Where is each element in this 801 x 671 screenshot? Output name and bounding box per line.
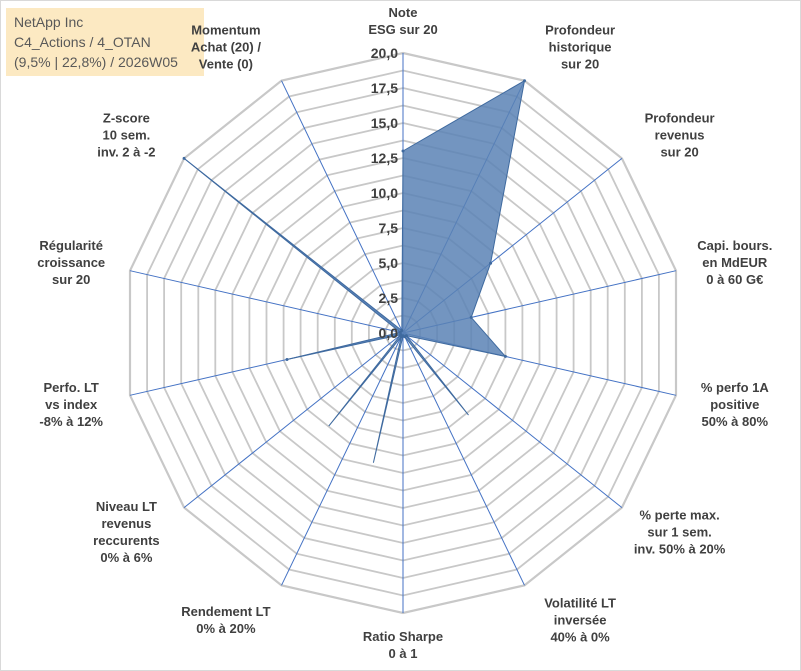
tick-label: 5,0 [379, 255, 399, 271]
axis-label-line: sur 1 sem. [647, 524, 711, 539]
tick-label: 2,5 [379, 290, 399, 306]
axis-label-line: Niveau LT [96, 499, 157, 514]
axis-label: Perfo. LT vs index -8% à 12% [39, 380, 103, 429]
tick-label: 17,5 [371, 80, 398, 96]
axis-label-line: % perte max. [639, 507, 719, 522]
tick-label: 7,5 [379, 220, 399, 236]
axis-label: Niveau LT revenus reccurents 0% à 6% [93, 499, 159, 565]
axis-label-line: Capi. bours. [697, 238, 772, 253]
tick-label: 10,0 [371, 185, 398, 201]
axis-label-line: 0 à 60 G€ [706, 272, 763, 287]
axis-label-line: positive [710, 397, 759, 412]
title-portfolio: C4_Actions / 4_OTAN [14, 34, 151, 50]
axis-label-line: % perfo 1A [701, 380, 770, 395]
axis-label-line: revenus [101, 516, 151, 531]
axis-label: Profondeur revenus sur 20 [645, 111, 715, 160]
axis-label-line: Note [389, 5, 418, 20]
axis-spoke [281, 80, 404, 334]
axis-spoke [402, 332, 623, 508]
axis-label-line: Volatilité LT [544, 596, 616, 611]
axis-spoke [183, 332, 404, 508]
axis-label-line: Régularité [39, 238, 103, 253]
axis-label-line: -8% à 12% [39, 414, 103, 429]
axis-label-line: Ratio Sharpe [363, 629, 443, 644]
axis-label: Note ESG sur 20 [368, 5, 437, 37]
axis-label-line: Vente (0) [199, 57, 253, 72]
axis-label-line: sur 20 [52, 272, 90, 287]
axis-label: % perte max. sur 1 sem. inv. 50% à 20% [634, 507, 726, 556]
data-point [182, 156, 186, 160]
axis-label-line: 0 à 1 [389, 646, 418, 661]
data-point [523, 79, 526, 83]
tick-label: 12,5 [371, 150, 398, 166]
title-box: NetApp Inc C4_Actions / 4_OTAN (9,5% | 2… [6, 8, 204, 76]
axis-label-line: Perfo. LT [44, 380, 99, 395]
axis-label-layer: Note ESG sur 20 Profondeur historique sur 20… [37, 5, 772, 661]
axis-label-line: 10 sem. [103, 128, 151, 143]
axis-label: Volatilité LT inversée 40% à 0% [544, 596, 616, 645]
axis-label-line: Momentum [191, 23, 260, 38]
axis-label-line: ESG sur 20 [368, 22, 437, 37]
axis-label-line: croissance [37, 255, 105, 270]
axis-label-line: inv. 50% à 20% [634, 541, 726, 556]
axis-label: Z-score 10 sem. inv. 2 à -2 [97, 111, 155, 160]
axis-label-line: inv. 2 à -2 [97, 145, 155, 160]
series-area [183, 79, 526, 463]
axis-label-line: Achat (20) / [191, 40, 261, 55]
data-point [285, 358, 289, 361]
data-point [503, 354, 507, 358]
axis-label-line: revenus [655, 128, 705, 143]
axis-label: Rendement LT 0% à 20% [181, 604, 270, 636]
tick-label: 15,0 [371, 115, 398, 131]
axis-label: Momentum Achat (20) / Vente (0) [191, 23, 261, 72]
axis-label-line: Rendement LT [181, 604, 270, 619]
axis-label-line: inversée [554, 613, 607, 628]
data-point [489, 261, 493, 265]
axis-label-line: sur 20 [660, 145, 698, 160]
tick-label: 20,0 [371, 45, 398, 61]
axis-label-line: 50% à 80% [702, 414, 769, 429]
axis-spoke [129, 270, 404, 334]
axis-label: Régularité croissance sur 20 [37, 238, 105, 287]
tick-label: 0,0 [379, 325, 399, 341]
axis-label-line: reccurents [93, 533, 159, 548]
tick-layer: 0,0 2,5 5,0 7,5 10,0 12,5 15,0 17,5 20,0 [371, 45, 398, 341]
axis-label: % perfo 1A positive 50% à 80% [701, 380, 770, 429]
axis-label: Capi. bours. en MdEUR 0 à 60 G€ [697, 238, 772, 287]
title-company: NetApp Inc [14, 14, 84, 30]
title-period: (9,5% | 22,8%) / 2026W05 [14, 54, 178, 70]
data-point [469, 315, 473, 319]
axis-label-line: Profondeur [545, 23, 615, 38]
axis-spoke [281, 332, 404, 586]
axis-label-line: vs index [45, 397, 98, 412]
series-layer [182, 79, 526, 463]
axis-label-line: Profondeur [645, 111, 715, 126]
axis-label-line: sur 20 [561, 57, 599, 72]
axis-label-line: Z-score [103, 111, 150, 126]
axis-label-line: 40% à 0% [550, 630, 610, 645]
data-point [400, 329, 404, 332]
axis-spoke [402, 332, 525, 586]
data-point [401, 149, 405, 153]
data-point [399, 333, 403, 337]
axis-label-line: 0% à 6% [100, 550, 152, 565]
axis-label-line: historique [549, 40, 612, 55]
axis-label: Ratio Sharpe 0 à 1 [363, 629, 443, 661]
axis-label: Profondeur historique sur 20 [545, 23, 615, 72]
axis-label-line: en MdEUR [702, 255, 768, 270]
axis-label-line: 0% à 20% [196, 621, 256, 636]
